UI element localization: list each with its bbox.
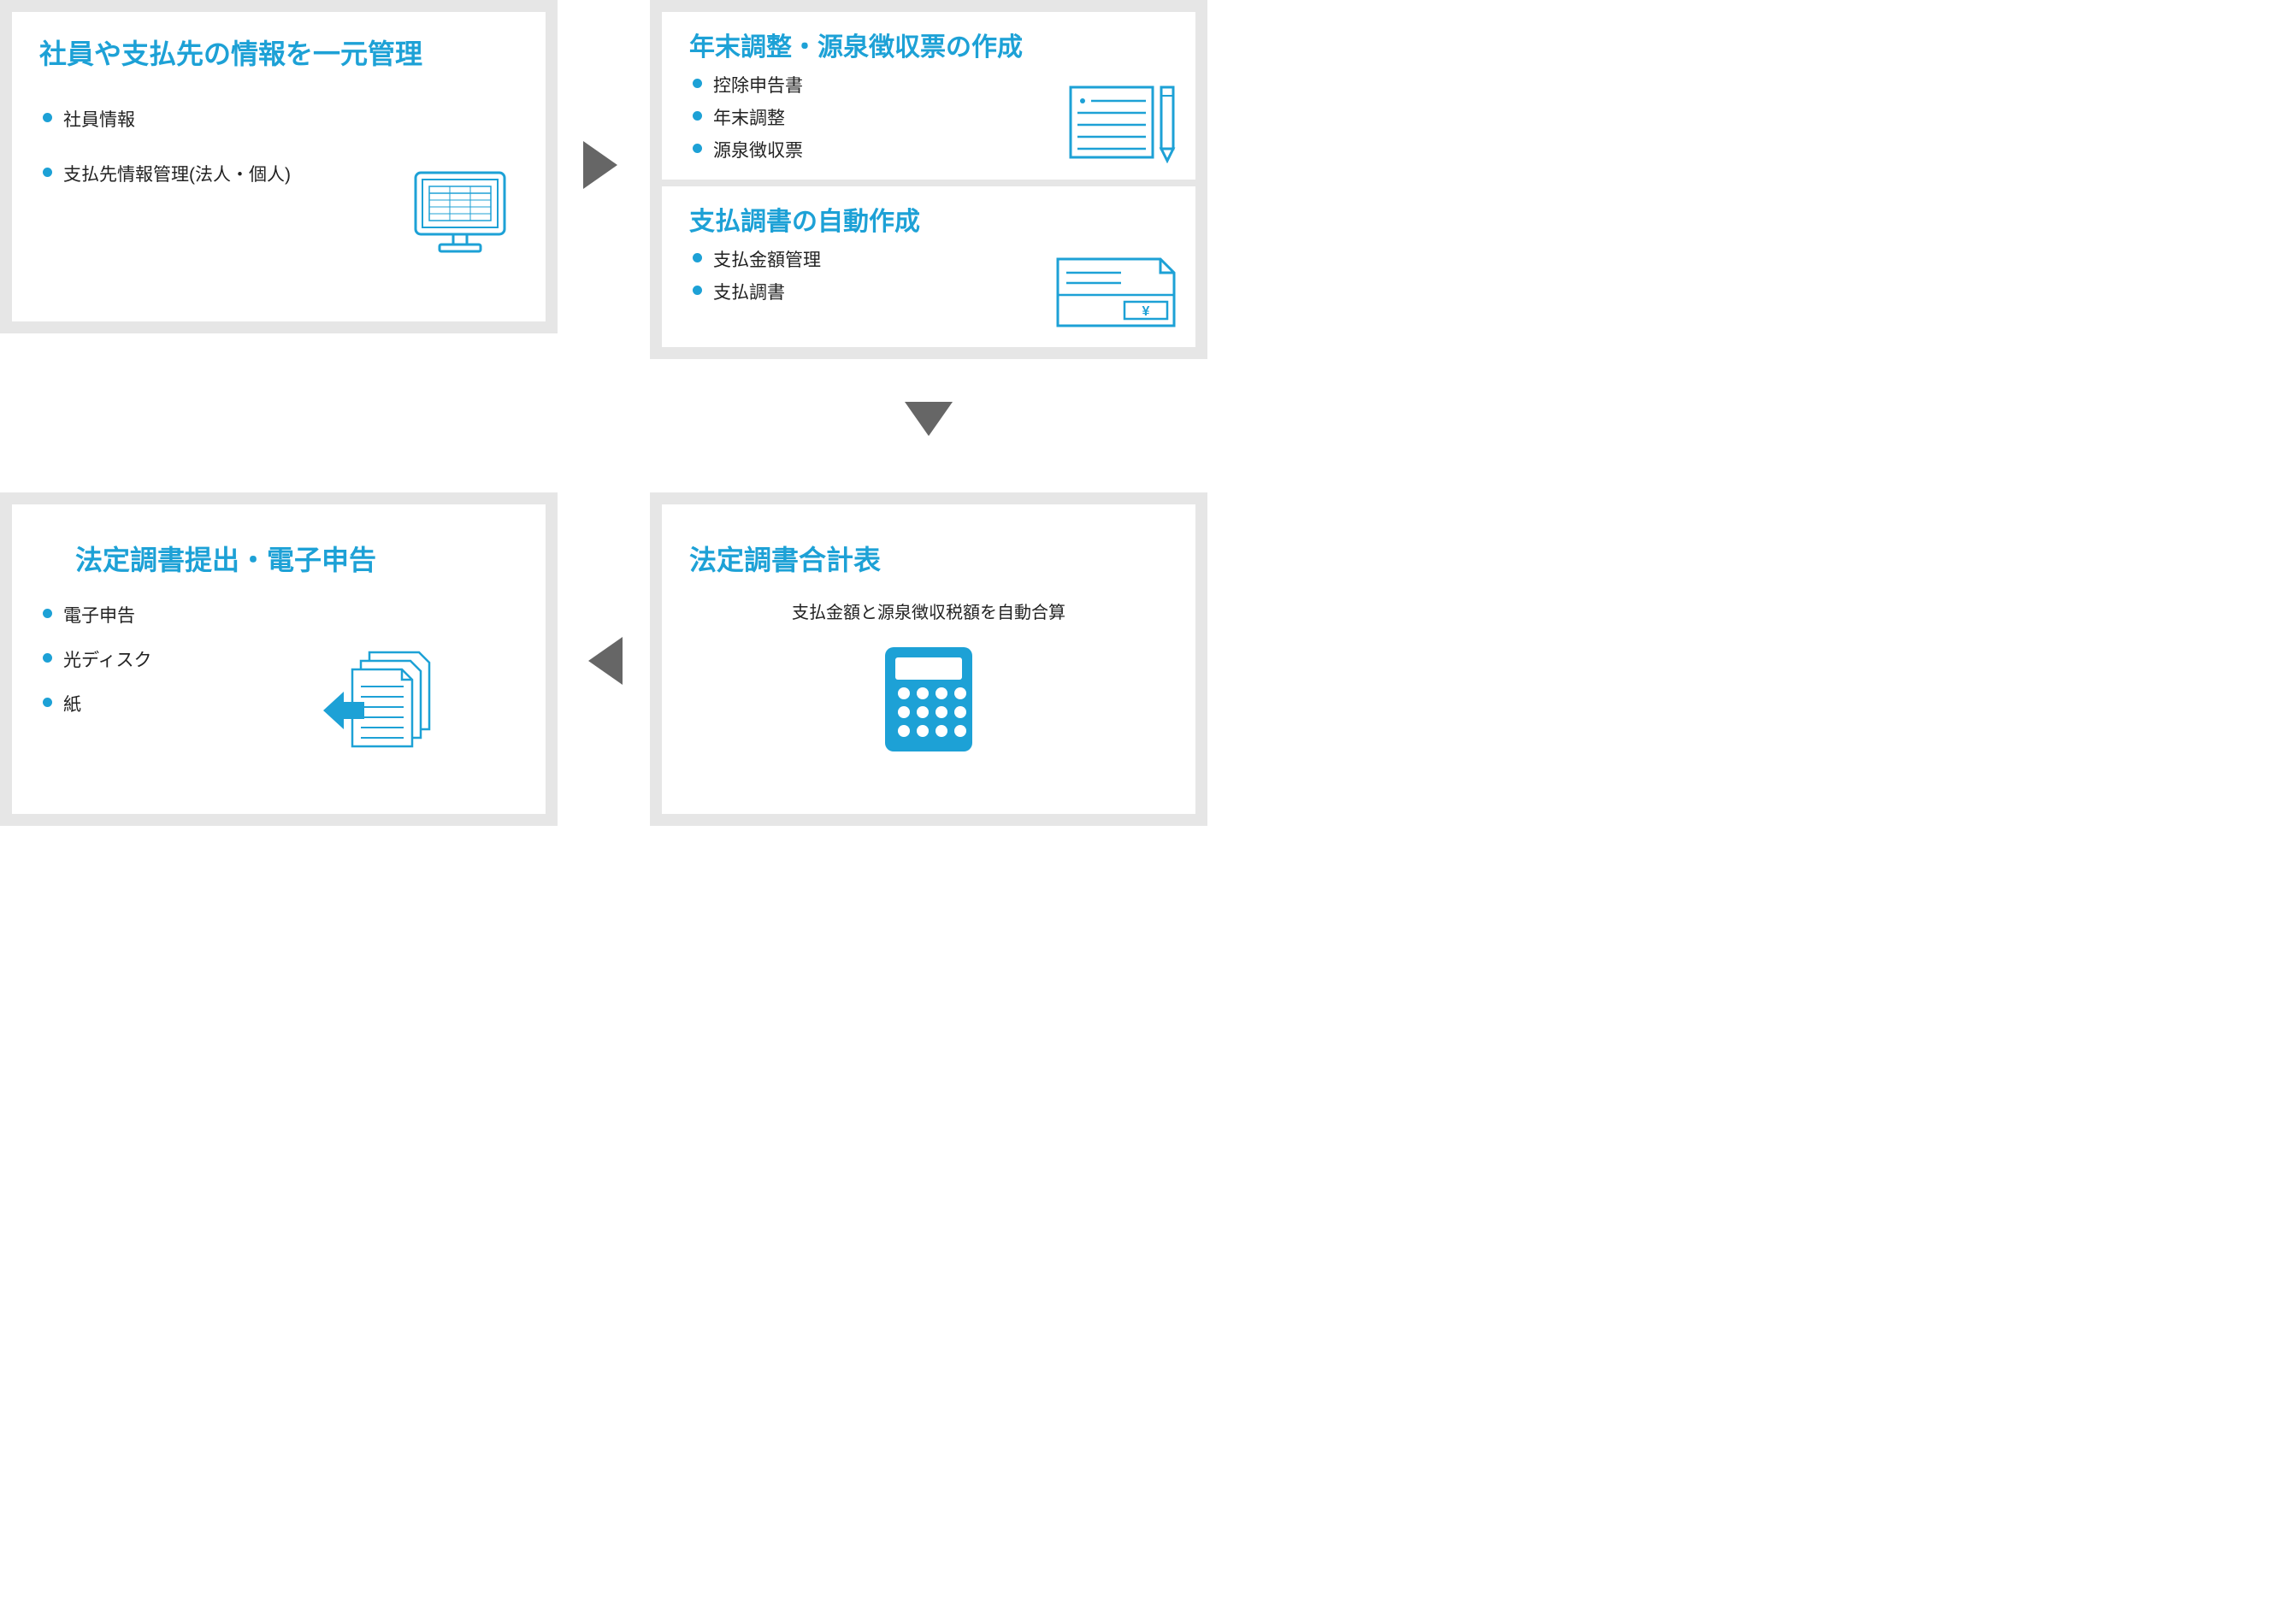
panel-4-bullets: 電子申告 光ディスク 紙 <box>39 602 518 716</box>
computer-icon <box>409 168 511 262</box>
panel-3-title: 法定調書合計表 <box>689 539 1168 578</box>
list-item: 光ディスク <box>63 646 518 672</box>
documents-arrow-icon <box>320 647 440 771</box>
arrow-left-icon <box>588 637 623 685</box>
panel-3-desc: 支払金額と源泉徴収税額を自動合算 <box>689 598 1168 623</box>
panel-2-outer: 年末調整・源泉徴収票の作成 控除申告書 年末調整 源泉徴収票 <box>650 0 1207 359</box>
panel-2a: 年末調整・源泉徴収票の作成 控除申告書 年末調整 源泉徴収票 <box>662 12 1195 180</box>
list-item: 紙 <box>63 691 518 716</box>
panel-3: 法定調書合計表 支払金額と源泉徴収税額を自動合算 <box>662 504 1195 814</box>
panel-4-outer: 法定調書提出・電子申告 電子申告 光ディスク 紙 <box>0 492 558 826</box>
panel-2b-title: 支払調書の自動作成 <box>689 200 1168 238</box>
flow-diagram: 社員や支払先の情報を一元管理 社員情報 支払先情報管理(法人・個人) <box>0 0 1300 907</box>
panel-2b: 支払調書の自動作成 支払金額管理 支払調書 ¥ <box>662 186 1195 347</box>
list-item: 電子申告 <box>63 602 518 628</box>
panel-4: 法定調書提出・電子申告 電子申告 光ディスク 紙 <box>12 504 546 814</box>
form-pencil-icon <box>1067 82 1178 168</box>
panel-2: 年末調整・源泉徴収票の作成 控除申告書 年末調整 源泉徴収票 <box>662 12 1195 347</box>
panel-1-title: 社員や支払先の情報を一元管理 <box>39 32 518 72</box>
panel-4-title: 法定調書提出・電子申告 <box>75 539 518 578</box>
panel-3-outer: 法定調書合計表 支払金額と源泉徴収税額を自動合算 <box>650 492 1207 826</box>
panel-1-outer: 社員や支払先の情報を一元管理 社員情報 支払先情報管理(法人・個人) <box>0 0 558 333</box>
arrow-down-icon <box>905 402 953 436</box>
list-item: 社員情報 <box>63 106 518 132</box>
panel-1: 社員や支払先の情報を一元管理 社員情報 支払先情報管理(法人・個人) <box>12 12 546 321</box>
calculator-icon <box>689 644 1168 759</box>
arrow-right-icon <box>583 141 617 189</box>
panel-2a-title: 年末調整・源泉徴収票の作成 <box>689 26 1168 63</box>
invoice-icon: ¥ <box>1054 254 1178 335</box>
svg-text:¥: ¥ <box>1142 304 1150 319</box>
